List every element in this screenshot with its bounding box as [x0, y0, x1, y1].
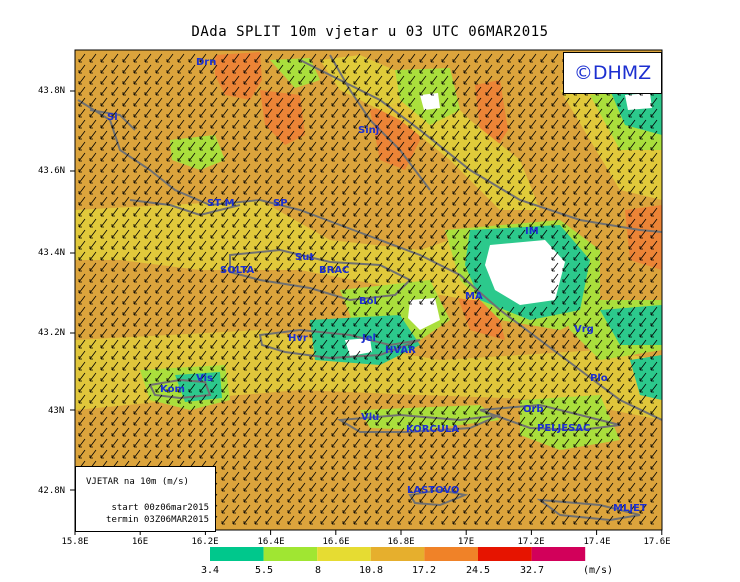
legend-tick: 5.5	[254, 565, 274, 576]
place-drn: Drn	[196, 57, 217, 68]
lat-label: 43.4N	[38, 248, 66, 258]
place-kom: Kom	[160, 384, 185, 395]
lat-label: 43.2N	[38, 328, 66, 338]
place-korcula: KORCULA	[406, 424, 460, 435]
lon-label: 17.4E	[583, 537, 611, 547]
legend-tick: 17.2	[411, 565, 437, 576]
place-solta: SOLTA	[220, 265, 255, 276]
place-vis: Vis	[196, 373, 213, 384]
place-orb: Orb	[523, 404, 544, 415]
place-brac: BRAC	[319, 265, 350, 276]
lon-label: 16.6E	[322, 537, 350, 547]
info-start: start 00z06mar2015	[111, 503, 209, 513]
lat-label: 43N	[48, 406, 65, 416]
place-im: IM	[525, 226, 539, 237]
wind-arrows	[78, 53, 658, 525]
legend-swatch	[370, 547, 425, 561]
lat-label: 43.8N	[38, 86, 66, 96]
place-mljet: MLJET	[613, 503, 647, 514]
place-hvar: HVAR	[385, 345, 416, 356]
place-sinj: Sinj	[358, 125, 380, 136]
legend-tick: 8	[314, 565, 322, 576]
dhmz-logo: ©DHMZ	[563, 52, 662, 94]
legend-swatch	[263, 547, 318, 561]
place-lastovo: LASTOVO	[407, 485, 460, 496]
map-title: DAda SPLIT 10m vjetar u 03 UTC 06MAR2015	[191, 24, 549, 40]
legend-swatch	[210, 547, 264, 561]
lon-label: 16.2E	[191, 537, 219, 547]
lon-label: 15.8E	[61, 537, 89, 547]
lon-label: 17.6E	[643, 537, 671, 547]
place-peljesac: PELJESAC	[537, 423, 591, 434]
place-si: Si	[107, 112, 118, 123]
lat-label: 42.8N	[38, 486, 66, 496]
info-box: VJETAR na 10m (m/s) start 00z06mar2015 t…	[75, 466, 216, 532]
legend-tick: 32.7	[519, 565, 545, 576]
lon-label: 17E	[457, 537, 475, 547]
lon-label: 16.4E	[257, 537, 285, 547]
info-end: termin 03Z06MAR2015	[106, 515, 209, 525]
legend-swatch	[478, 547, 532, 561]
place-vrg: Vrg	[574, 324, 594, 335]
place-vlu: Vlu	[361, 412, 380, 423]
legend-unit: (m/s)	[582, 565, 614, 576]
place-stm: ST M	[207, 198, 235, 209]
color-legend	[210, 547, 586, 561]
place-bol: Bol	[359, 296, 377, 307]
place-sp: SP	[273, 198, 288, 209]
info-title: VJETAR na 10m (m/s)	[86, 477, 189, 487]
place-sut: Sut	[295, 252, 315, 263]
legend-swatch	[424, 547, 478, 561]
legend-tick: 10.8	[358, 565, 384, 576]
legend-swatch	[317, 547, 371, 561]
legend-swatch	[531, 547, 586, 561]
place-jel: Jel	[362, 333, 376, 344]
place-hvr: Hvr	[288, 333, 308, 344]
lon-label: 17.2E	[517, 537, 545, 547]
legend-tick: 3.4	[200, 565, 220, 576]
place-plo: Plo	[590, 373, 608, 384]
legend-tick: 24.5	[465, 565, 491, 576]
lat-label: 43.6N	[38, 166, 66, 176]
lon-label: 16E	[131, 537, 149, 547]
lon-label: 16.8E	[387, 537, 415, 547]
place-ma: MA	[465, 291, 483, 302]
